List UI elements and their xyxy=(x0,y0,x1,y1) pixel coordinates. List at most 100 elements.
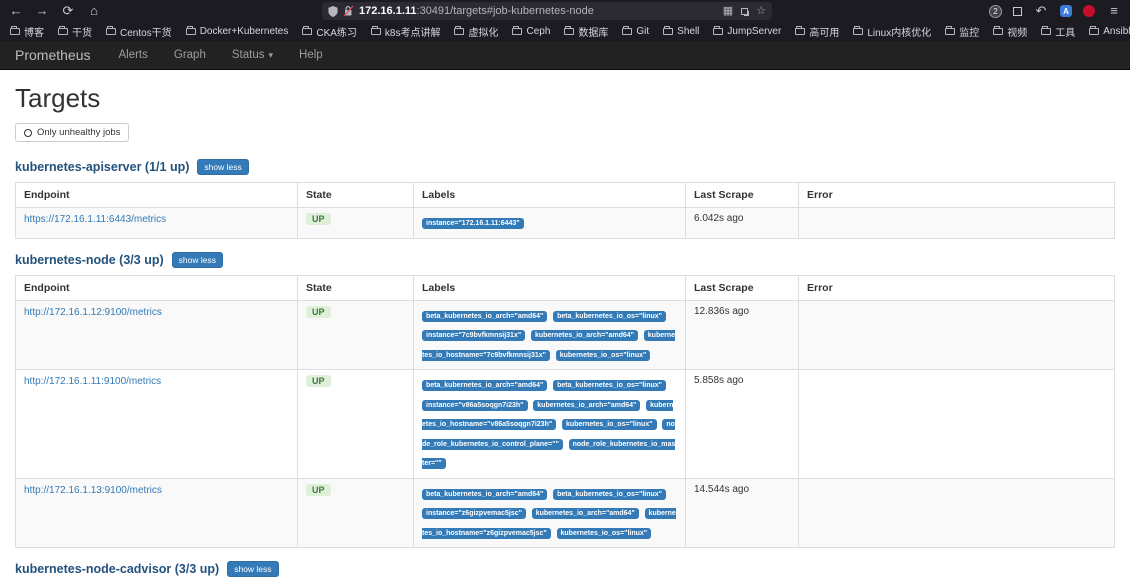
bookmark-item[interactable]: Ceph xyxy=(512,26,550,37)
table-row: https://172.16.1.11:6443/metrics UP instan… xyxy=(16,208,1115,239)
bookmark-item[interactable]: 高可用 xyxy=(795,24,839,39)
folder-icon xyxy=(713,28,723,35)
bookmark-item[interactable]: 监控 xyxy=(945,24,979,39)
label-badge: instance="7c9bvfkmnsij31x" xyxy=(422,330,525,341)
screenshot-icon[interactable] xyxy=(1013,7,1022,16)
folder-icon xyxy=(1041,28,1051,35)
bookmark-item[interactable]: CKA练习 xyxy=(302,24,357,39)
label-badge: instance="172.16.1.11:6443" xyxy=(422,218,524,229)
folder-icon xyxy=(512,28,522,35)
folder-icon xyxy=(454,28,464,35)
targets-table: EndpointStateLabelsLast ScrapeErrorhttps… xyxy=(15,182,1115,239)
bookmark-item[interactable]: k8s考点讲解 xyxy=(371,24,441,39)
folder-icon xyxy=(302,28,312,35)
targets-table: EndpointStateLabelsLast ScrapeErrorhttp:… xyxy=(15,275,1115,549)
bookmark-label: Docker+Kubernetes xyxy=(200,26,289,37)
bookmark-item[interactable]: Git xyxy=(622,26,649,37)
bookmark-label: Centos干货 xyxy=(120,24,172,39)
bookmark-label: 视频 xyxy=(1007,24,1027,39)
column-header: Last Scrape xyxy=(686,183,799,208)
brand-link[interactable]: Prometheus xyxy=(15,47,90,63)
bookmark-label: 工具 xyxy=(1055,24,1075,39)
column-header: Labels xyxy=(414,275,686,300)
folder-icon xyxy=(622,28,632,35)
label-badge: instance="v86a5soqgn7i23h" xyxy=(422,400,528,411)
folder-icon xyxy=(945,28,955,35)
bookmark-item[interactable]: Linux内核优化 xyxy=(853,24,931,39)
page-actions-icon[interactable] xyxy=(741,8,748,15)
translate-extension-icon[interactable]: A xyxy=(1060,5,1072,17)
nav-item-alerts[interactable]: Alerts xyxy=(118,49,147,61)
bookmark-label: k8s考点讲解 xyxy=(385,24,441,39)
endpoint-link[interactable]: https://172.16.1.11:6443/metrics xyxy=(24,213,166,228)
nav-item-label: Status xyxy=(232,49,265,61)
nav-item-label: Graph xyxy=(174,49,206,61)
undo-arrow-icon[interactable]: ↶ xyxy=(1033,0,1049,22)
menu-icon[interactable]: ≡ xyxy=(1106,0,1122,22)
state-badge: UP xyxy=(306,484,331,496)
show-less-button[interactable]: show less xyxy=(197,159,248,175)
label-badge: beta_kubernetes_io_os="linux" xyxy=(553,380,666,391)
nav-item-graph[interactable]: Graph xyxy=(174,49,206,61)
bookmark-label: 监控 xyxy=(959,24,979,39)
targets-page: Targets Only unhealthy jobs kubernetes-a… xyxy=(0,83,1130,582)
endpoint-link[interactable]: http://172.16.1.11:9100/metrics xyxy=(24,375,161,390)
extension-counter-badge[interactable]: 2 xyxy=(989,5,1002,18)
error-value xyxy=(799,370,1115,479)
bookmark-label: 干货 xyxy=(72,24,92,39)
bookmark-item[interactable]: Shell xyxy=(663,26,699,37)
only-unhealthy-jobs-button[interactable]: Only unhealthy jobs xyxy=(15,123,129,142)
bookmark-label: Ceph xyxy=(526,26,550,37)
shield-icon[interactable] xyxy=(328,6,338,17)
bookmark-item[interactable]: 博客 xyxy=(10,24,44,39)
bookmark-item[interactable]: 工具 xyxy=(1041,24,1075,39)
forward-icon[interactable]: → xyxy=(34,0,50,22)
folder-icon xyxy=(186,28,196,35)
adblock-extension-icon[interactable] xyxy=(1083,5,1095,17)
bookmark-item[interactable]: JumpServer xyxy=(713,26,781,37)
label-badge: beta_kubernetes_io_arch="amd64" xyxy=(422,311,547,322)
bookmark-item[interactable]: 干货 xyxy=(58,24,92,39)
folder-icon xyxy=(1089,28,1099,35)
insecure-lock-icon[interactable] xyxy=(343,5,354,17)
nav-item-help[interactable]: Help xyxy=(299,49,323,61)
caret-down-icon: ▾ xyxy=(268,50,273,61)
bookmark-item[interactable]: Ansible xyxy=(1089,26,1130,37)
column-header: Endpoint xyxy=(16,275,298,300)
label-badge: instance="z6gizpvemac5jsc" xyxy=(422,508,526,519)
job-title: kubernetes-node-cadvisor (3/3 up) xyxy=(15,562,219,576)
show-less-button[interactable]: show less xyxy=(227,561,278,577)
nav-item-status[interactable]: Status▾ xyxy=(232,49,273,61)
job-heading: kubernetes-node (3/3 up) show less xyxy=(15,252,1115,268)
bookmark-label: Git xyxy=(636,26,649,37)
url-bar[interactable]: 172.16.1.11:30491/targets#job-kubernetes… xyxy=(322,2,772,20)
table-row: http://172.16.1.11:9100/metricsUPbeta_ku… xyxy=(16,370,1115,479)
job-section: kubernetes-node (3/3 up) show less Endpoin… xyxy=(15,252,1115,549)
table-row: http://172.16.1.12:9100/metricsUPbeta_ku… xyxy=(16,300,1115,370)
table-header-row: EndpointStateLabelsLast ScrapeError xyxy=(16,275,1115,300)
back-icon[interactable]: ← xyxy=(8,0,24,22)
job-title: kubernetes-node (3/3 up) xyxy=(15,253,164,267)
bookmark-item[interactable]: 虚拟化 xyxy=(454,24,498,39)
endpoint-link[interactable]: http://172.16.1.13:9100/metrics xyxy=(24,484,162,499)
label-badge: kubernetes_io_os="linux" xyxy=(556,350,651,361)
column-header: Error xyxy=(799,275,1115,300)
bookmark-star-icon[interactable]: ☆ xyxy=(756,6,766,17)
show-less-button[interactable]: show less xyxy=(172,252,223,268)
reload-icon[interactable]: ⟳ xyxy=(60,0,76,22)
targets-main: kubernetes-apiserver (1/1 up)show lessEn… xyxy=(15,159,1115,582)
column-header: Last Scrape xyxy=(686,275,799,300)
label-badge: kubernetes_io_arch="amd64" xyxy=(531,330,638,341)
bookmark-item[interactable]: 视频 xyxy=(993,24,1027,39)
job-section: kubernetes-apiserver (1/1 up)show lessEn… xyxy=(15,159,1115,239)
bookmark-item[interactable]: Docker+Kubernetes xyxy=(186,26,289,37)
bookmark-item[interactable]: 数据库 xyxy=(564,24,608,39)
label-badge: kubernetes_io_os="linux" xyxy=(562,419,657,430)
qr-scan-icon[interactable]: ▦ xyxy=(723,6,733,17)
bookmark-item[interactable]: Centos干货 xyxy=(106,24,172,39)
bookmark-label: 博客 xyxy=(24,24,44,39)
home-icon[interactable]: ⌂ xyxy=(86,0,102,22)
url-text[interactable]: 172.16.1.11:30491/targets#job-kubernetes… xyxy=(359,5,594,17)
state-badge: UP xyxy=(306,213,331,225)
endpoint-link[interactable]: http://172.16.1.12:9100/metrics xyxy=(24,306,162,321)
